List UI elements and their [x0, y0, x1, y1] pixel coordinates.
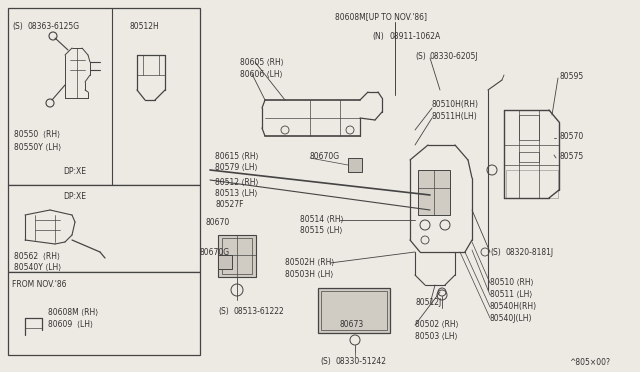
Bar: [318, 288, 390, 333]
Text: (S): (S): [490, 248, 500, 257]
Text: 80512J: 80512J: [415, 298, 441, 307]
Text: 80510H(RH): 80510H(RH): [432, 100, 479, 109]
Text: 80606 ⟨LH⟩: 80606 ⟨LH⟩: [240, 70, 283, 79]
Text: 80673: 80673: [340, 320, 364, 329]
Text: 80512 ⟨RH⟩: 80512 ⟨RH⟩: [215, 178, 259, 187]
Text: 80562  ⟨RH⟩: 80562 ⟨RH⟩: [14, 252, 60, 261]
Bar: [218, 235, 256, 277]
Bar: [8, 185, 200, 272]
Text: 80540J(LH): 80540J(LH): [490, 314, 532, 323]
Text: 80615 ⟨RH⟩: 80615 ⟨RH⟩: [215, 152, 259, 161]
Bar: [321, 291, 387, 330]
Text: 80605 ⟨RH⟩: 80605 ⟨RH⟩: [240, 58, 284, 67]
Text: 08330-51242: 08330-51242: [336, 357, 387, 366]
Bar: [519, 115, 539, 140]
Text: (N): (N): [372, 32, 384, 41]
Text: (S): (S): [320, 357, 331, 366]
Text: 80513 ⟨LH⟩: 80513 ⟨LH⟩: [215, 189, 257, 198]
Bar: [8, 8, 200, 185]
Bar: [222, 238, 252, 274]
Text: 80570: 80570: [560, 132, 584, 141]
Text: 80511H(LH): 80511H(LH): [432, 112, 477, 121]
Text: (S): (S): [12, 22, 23, 31]
Text: 80670: 80670: [205, 218, 229, 227]
Text: 80575: 80575: [560, 152, 584, 161]
Text: 08363-6125G: 08363-6125G: [28, 22, 80, 31]
Text: (S): (S): [218, 307, 228, 316]
Text: 80670G: 80670G: [200, 248, 230, 257]
Text: 80503H ⟨LH⟩: 80503H ⟨LH⟩: [285, 270, 333, 279]
Text: 80502 ⟨RH⟩: 80502 ⟨RH⟩: [415, 320, 459, 329]
Text: ^805×00?: ^805×00?: [569, 358, 610, 367]
Text: DP:XE: DP:XE: [63, 192, 86, 201]
Text: 80515 ⟨LH⟩: 80515 ⟨LH⟩: [300, 226, 342, 235]
Text: 08320-8181J: 08320-8181J: [506, 248, 554, 257]
Bar: [519, 152, 539, 162]
Text: 08330-6205J: 08330-6205J: [430, 52, 479, 61]
Text: 80503 ⟨LH⟩: 80503 ⟨LH⟩: [415, 332, 458, 341]
Text: 08513-61222: 08513-61222: [234, 307, 285, 316]
Bar: [348, 158, 362, 172]
Bar: [418, 170, 450, 215]
Text: 80512H: 80512H: [130, 22, 160, 31]
Text: 80608M[UP TO NOV.'86]: 80608M[UP TO NOV.'86]: [335, 12, 427, 21]
Text: 80540Y ⟨LH⟩: 80540Y ⟨LH⟩: [14, 263, 61, 272]
Text: FROM NOV.'86: FROM NOV.'86: [12, 280, 67, 289]
Text: 80595: 80595: [560, 72, 584, 81]
Text: 80550Y ⟨LH⟩: 80550Y ⟨LH⟩: [14, 143, 61, 152]
Text: (S): (S): [415, 52, 426, 61]
Text: 80550  ⟨RH⟩: 80550 ⟨RH⟩: [14, 130, 60, 139]
Text: 08911-1062A: 08911-1062A: [390, 32, 441, 41]
Text: 80510 ⟨RH⟩: 80510 ⟨RH⟩: [490, 278, 534, 287]
Bar: [8, 272, 200, 355]
Text: 80608M ⟨RH⟩: 80608M ⟨RH⟩: [48, 308, 99, 317]
Bar: [218, 255, 232, 269]
Text: 80540H(RH): 80540H(RH): [490, 302, 537, 311]
Text: 80527F: 80527F: [215, 200, 243, 209]
Text: DP:XE: DP:XE: [63, 167, 86, 176]
Text: 80579 ⟨LH⟩: 80579 ⟨LH⟩: [215, 163, 258, 172]
Text: 80609  ⟨LH⟩: 80609 ⟨LH⟩: [48, 320, 93, 329]
Text: 80514 ⟨RH⟩: 80514 ⟨RH⟩: [300, 215, 344, 224]
Bar: [506, 170, 558, 198]
Text: 80502H ⟨RH⟩: 80502H ⟨RH⟩: [285, 258, 334, 267]
Text: 80670G: 80670G: [310, 152, 340, 161]
Text: 80511 ⟨LH⟩: 80511 ⟨LH⟩: [490, 290, 532, 299]
